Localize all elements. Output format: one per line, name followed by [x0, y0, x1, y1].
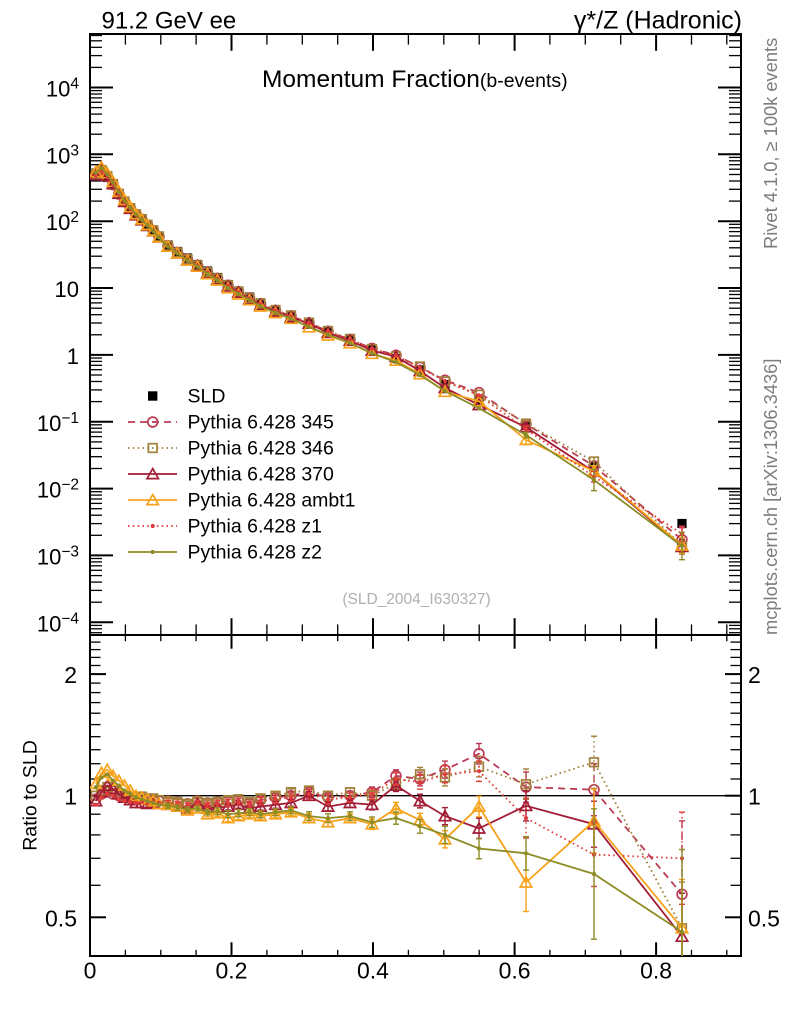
svg-text:γ*/Z (Hadronic): γ*/Z (Hadronic)	[574, 7, 742, 35]
svg-text:(SLD_2004_I630327): (SLD_2004_I630327)	[342, 591, 490, 608]
svg-text:2: 2	[64, 662, 77, 688]
svg-text:mcplots.cern.ch [arXiv:1306.34: mcplots.cern.ch [arXiv:1306.3436]	[760, 359, 781, 635]
svg-text:Ratio to SLD: Ratio to SLD	[20, 740, 42, 851]
svg-text:0: 0	[84, 958, 97, 984]
svg-text:10−4: 10−4	[37, 610, 80, 636]
svg-text:10: 10	[55, 277, 79, 302]
svg-text:0.6: 0.6	[499, 958, 531, 984]
svg-text:0.2: 0.2	[216, 958, 248, 984]
svg-text:0.5: 0.5	[45, 905, 77, 931]
svg-text:Rivet 4.1.0, ≥ 100k events: Rivet 4.1.0, ≥ 100k events	[760, 38, 781, 249]
svg-text:Pythia 6.428 370: Pythia 6.428 370	[188, 464, 335, 486]
svg-text:Momentum Fraction(b-events): Momentum Fraction(b-events)	[262, 66, 568, 93]
svg-text:1: 1	[748, 784, 761, 810]
svg-text:0.4: 0.4	[357, 958, 389, 984]
svg-text:0.8: 0.8	[640, 958, 672, 984]
svg-text:1: 1	[64, 784, 77, 810]
svg-text:Pythia 6.428 z1: Pythia 6.428 z1	[188, 516, 322, 538]
svg-text:Pythia 6.428 ambt1: Pythia 6.428 ambt1	[188, 490, 356, 512]
svg-text:2: 2	[748, 662, 761, 688]
svg-text:Pythia 6.428 345: Pythia 6.428 345	[188, 412, 335, 434]
svg-text:SLD: SLD	[188, 386, 226, 408]
svg-text:91.2 GeV ee: 91.2 GeV ee	[102, 8, 237, 35]
svg-text:0.5: 0.5	[748, 905, 780, 931]
svg-text:Pythia 6.428 346: Pythia 6.428 346	[188, 438, 334, 460]
svg-text:Pythia 6.428 z2: Pythia 6.428 z2	[188, 542, 322, 564]
svg-text:1: 1	[67, 344, 79, 369]
